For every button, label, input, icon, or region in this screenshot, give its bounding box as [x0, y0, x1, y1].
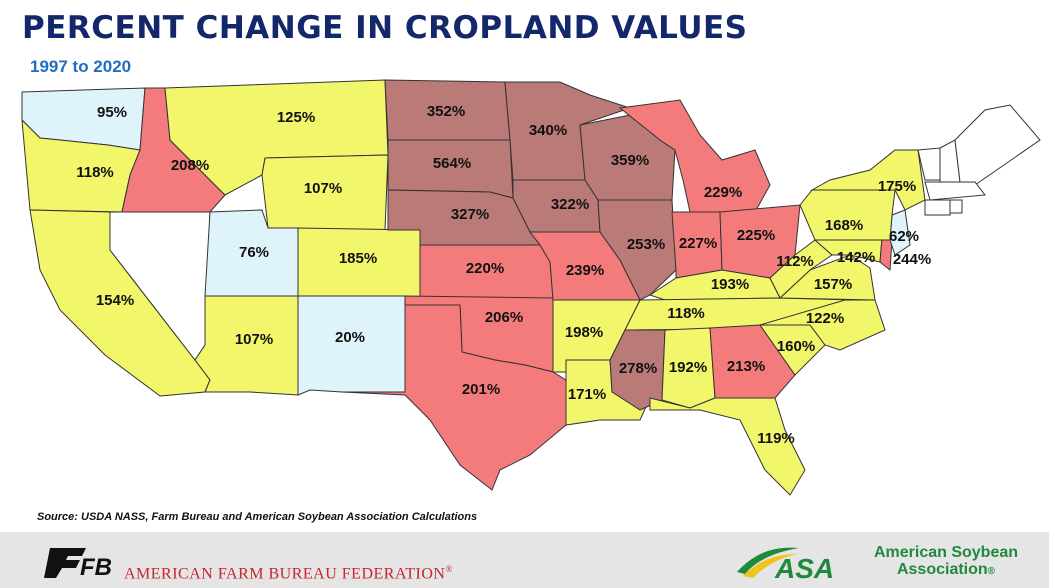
state-RI[interactable] [949, 199, 963, 214]
state-label-KS: 220% [466, 260, 504, 277]
state-label-IL: 253% [627, 236, 665, 253]
state-label-FL: 119% [757, 430, 795, 447]
state-NC[interactable] [759, 299, 886, 351]
svg-text:ASA: ASA [774, 553, 834, 582]
asa-name-line1: American Soybean [873, 544, 1019, 561]
state-label-NM: 20% [335, 329, 365, 346]
state-label-WI: 359% [611, 152, 649, 169]
state-label-ND: 352% [427, 103, 465, 120]
state-MA[interactable] [924, 181, 986, 201]
footer-bar: FB AMERICAN FARM BUREAU FEDERATION® ASA … [0, 532, 1049, 588]
state-label-AR: 198% [565, 324, 603, 341]
afbf-name: AMERICAN FARM BUREAU FEDERATION® [124, 564, 453, 583]
asa-registered-mark: ® [987, 566, 996, 577]
state-label-AZ: 107% [235, 331, 273, 348]
state-GA[interactable] [709, 324, 796, 399]
state-label-MI: 229% [704, 184, 742, 201]
state-label-WV: 112% [776, 253, 814, 270]
state-label-WY: 107% [304, 180, 342, 197]
page-title: PERCENT CHANGE IN CROPLAND VALUES [22, 10, 748, 46]
state-label-AL: 192% [669, 359, 707, 376]
state-label-NC: 122% [806, 310, 844, 327]
state-label-MT: 125% [277, 109, 315, 126]
state-label-TN: 118% [667, 305, 705, 322]
asa-logo: ASA [737, 547, 834, 582]
afbf-registered-mark: ® [445, 564, 453, 574]
source-note: Source: USDA NASS, Farm Bureau and Ameri… [37, 511, 478, 523]
state-label-KY: 193% [711, 276, 749, 293]
state-label-NJ: 62% [889, 228, 919, 245]
state-label-TX: 201% [462, 381, 500, 398]
asa-name: American Soybean Association® [846, 544, 1046, 580]
afbf-logo: FB [44, 548, 112, 580]
asa-name-line2: Association [896, 561, 988, 578]
state-label-VA: 157% [814, 276, 852, 293]
state-label-DE: 244% [893, 251, 931, 268]
afbf-name-text: AMERICAN FARM BUREAU FEDERATION [124, 565, 446, 583]
us-cropland-map: 95% 118% 154% 208% 125% 107% 76% 107% 18… [21, 79, 1041, 496]
state-label-IN: 227% [679, 235, 717, 252]
state-label-NY: 175% [878, 178, 916, 195]
state-label-ID: 208% [171, 157, 209, 174]
state-TX[interactable] [341, 304, 567, 491]
state-MI[interactable] [618, 99, 771, 213]
state-label-CA: 154% [96, 292, 134, 309]
state-FL[interactable] [649, 397, 806, 496]
state-label-CO: 185% [339, 250, 377, 267]
state-CT[interactable] [924, 199, 951, 216]
state-label-PA: 168% [825, 217, 863, 234]
state-label-MN: 340% [529, 122, 567, 139]
state-label-OR: 118% [76, 164, 114, 181]
state-label-MD: 142% [837, 249, 875, 266]
state-label-MS: 278% [619, 360, 657, 377]
state-label-SC: 160% [777, 338, 815, 355]
svg-text:FB: FB [80, 554, 112, 580]
state-label-MO: 239% [566, 262, 604, 279]
state-label-GA: 213% [727, 358, 765, 375]
asa-name-line2-wrap: Association® [846, 561, 1046, 580]
state-label-WA: 95% [97, 104, 127, 121]
state-label-OK: 206% [485, 309, 523, 326]
state-label-OH: 225% [737, 227, 775, 244]
state-label-SD: 564% [433, 155, 471, 172]
page-subtitle: 1997 to 2020 [30, 57, 132, 76]
state-ME[interactable] [954, 104, 1041, 186]
state-label-LA: 171% [568, 386, 606, 403]
state-label-IA: 322% [551, 196, 589, 213]
state-label-NE: 327% [451, 206, 489, 223]
state-label-UT: 76% [239, 244, 269, 261]
